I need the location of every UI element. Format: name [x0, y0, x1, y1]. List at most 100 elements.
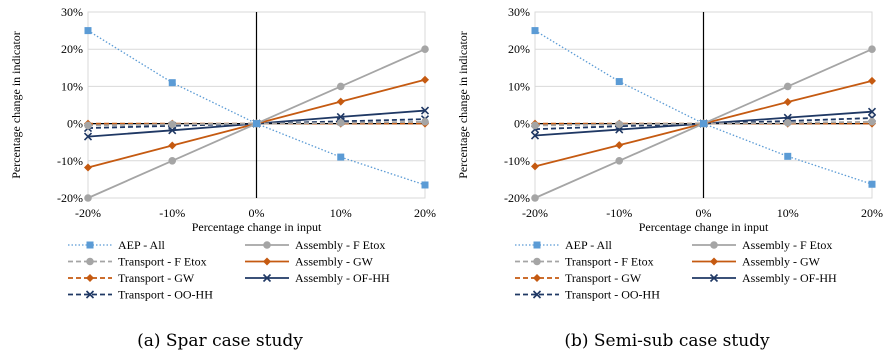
legend-item: Transport - F Etox — [68, 255, 207, 269]
data-point — [168, 120, 177, 129]
legend-label: Assembly - OF-HH — [295, 271, 390, 285]
data-point — [168, 157, 177, 165]
legend-item: Assembly - GW — [245, 255, 374, 269]
legend-item: Transport - OO-HH — [68, 288, 213, 302]
data-point — [783, 82, 792, 91]
data-point — [868, 180, 876, 188]
y-tick-label: 20% — [61, 42, 83, 56]
legend-marker — [710, 257, 718, 266]
data-point — [168, 79, 176, 87]
legend-marker — [86, 257, 94, 266]
data-point — [783, 119, 792, 127]
x-tick-label: 0% — [249, 206, 265, 220]
series — [84, 27, 429, 189]
x-tick-label: -10% — [159, 206, 185, 220]
x-tick-label: -20% — [75, 206, 101, 220]
y-tick-label: -20% — [57, 191, 83, 205]
legend-label: Assembly - OF-HH — [742, 271, 837, 285]
legend-item: Transport - F Etox — [515, 255, 654, 269]
legend-item: Transport - GW — [515, 271, 642, 285]
legend-label: Transport - F Etox — [565, 255, 654, 269]
x-tick-label: 0% — [696, 206, 712, 220]
legend-label: Assembly - F Etox — [295, 238, 385, 252]
legend-marker — [709, 273, 719, 283]
marker-stroke — [420, 106, 430, 115]
data-point — [868, 117, 876, 126]
y-tick-label: 0% — [514, 117, 530, 131]
data-point — [336, 97, 345, 106]
legend-label: Transport - OO-HH — [118, 288, 213, 302]
legend-marker — [263, 241, 271, 249]
data-point — [336, 112, 345, 121]
data-point — [421, 75, 429, 84]
legend-marker — [85, 290, 95, 299]
legend-label: AEP - All — [118, 238, 166, 252]
data-point — [868, 45, 876, 53]
data-point — [784, 152, 792, 160]
legend-item: Transport - GW — [68, 271, 195, 285]
x-tick-label: 10% — [330, 206, 352, 220]
data-point — [615, 120, 624, 129]
marker-stroke — [83, 132, 93, 141]
data-point — [867, 107, 877, 116]
marker-stroke — [336, 112, 345, 121]
data-point — [420, 106, 430, 115]
legend-marker — [533, 274, 541, 282]
marker-stroke — [867, 107, 877, 116]
data-point — [421, 181, 429, 189]
y-tick-label: -10% — [504, 154, 530, 168]
legend-item: AEP - All — [515, 238, 613, 252]
data-point — [84, 27, 92, 35]
data-point — [615, 157, 624, 165]
legend-label: Transport - GW — [565, 271, 642, 285]
data-point — [336, 119, 345, 127]
legend-marker — [710, 241, 718, 249]
legend-item: Transport - OO-HH — [515, 288, 660, 302]
legend-item: Assembly - F Etox — [692, 238, 832, 252]
y-tick-label: 20% — [508, 42, 530, 56]
x-axis-title: Percentage change in input — [192, 220, 322, 234]
chart-panel-spar: -20% -10% 0% 10% 20% 30% -20% -10% 0% 10% 20% Perce… — [0, 0, 440, 358]
legend-label: Transport - GW — [118, 271, 195, 285]
legend-item: AEP - All — [68, 238, 166, 252]
data-point — [531, 162, 539, 171]
x-tick-label: -20% — [522, 206, 548, 220]
legend-label: Assembly - F Etox — [742, 238, 832, 252]
legend-item: Assembly - GW — [692, 255, 821, 269]
data-point — [336, 82, 345, 91]
legend-marker — [532, 290, 542, 299]
legend-marker — [263, 257, 271, 266]
data-point — [84, 121, 92, 130]
legend-label: Assembly - GW — [742, 255, 821, 269]
x-tick-label: 20% — [414, 206, 436, 220]
x-tick-label: 20% — [861, 206, 883, 220]
data-point — [84, 194, 92, 202]
y-tick-label: 10% — [61, 79, 83, 93]
data-point — [531, 194, 539, 202]
y-tick-label: 30% — [61, 5, 83, 19]
series — [531, 27, 876, 188]
data-point — [83, 132, 93, 141]
legend-marker — [533, 241, 541, 249]
legend-marker — [533, 257, 541, 266]
y-tick-label: -20% — [504, 191, 530, 205]
marker-stroke — [85, 290, 95, 299]
chart-svg: -20% -10% 0% 10% 20% 30% -20% -10% 0% 10% 20% Perce… — [456, 5, 883, 302]
chart-panel-semisub: -20% -10% 0% 10% 20% 30% -20% -10% 0% 10% 20% Perce… — [447, 0, 887, 358]
y-tick-label: 0% — [67, 117, 83, 131]
marker-stroke — [168, 126, 177, 135]
y-axis-title: Percentage change in indicator — [9, 31, 23, 179]
data-point — [783, 98, 792, 107]
legend-item: Assembly - OF-HH — [692, 271, 837, 285]
legend-marker — [262, 273, 272, 283]
data-point — [168, 141, 177, 150]
y-tick-label: 30% — [508, 5, 530, 19]
legend-marker — [86, 274, 94, 282]
x-tick-label: 10% — [777, 206, 799, 220]
data-point — [421, 45, 429, 53]
legend-label: Assembly - GW — [295, 255, 374, 269]
x-tick-label: -10% — [606, 206, 632, 220]
data-point — [531, 121, 539, 130]
data-point — [615, 78, 623, 86]
data-point — [253, 120, 260, 128]
